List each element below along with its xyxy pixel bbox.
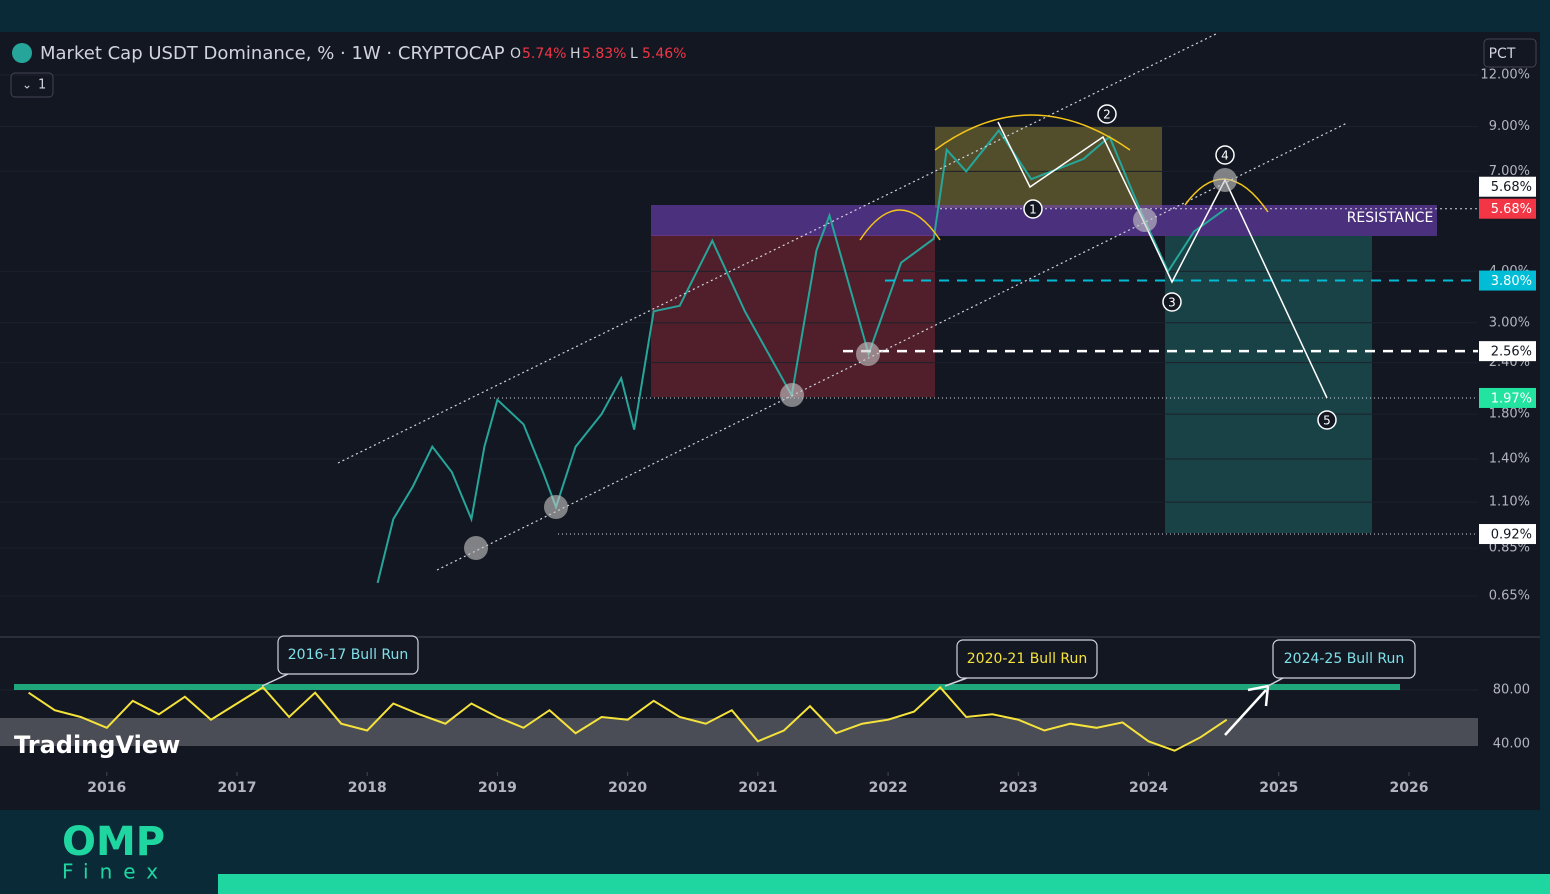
price-label: 5.68% xyxy=(1491,202,1532,217)
y-tick-label: 0.85% xyxy=(1489,541,1530,556)
callout-pointer xyxy=(1267,677,1284,687)
series-line xyxy=(376,128,1228,584)
logo: OMP xyxy=(62,819,165,865)
callout-label: 2020-21 Bull Run xyxy=(967,651,1088,667)
callout-label: 2016-17 Bull Run xyxy=(288,647,409,663)
chart-background xyxy=(0,32,1540,810)
y-tick-label: 0.65% xyxy=(1489,589,1530,604)
ohlc-value: 5.46% xyxy=(642,46,686,62)
scale-button-label: PCT xyxy=(1489,46,1516,62)
wave-label: 4 xyxy=(1221,149,1229,163)
wave-marker xyxy=(1097,104,1117,124)
y-tick-label: 7.00% xyxy=(1489,164,1530,179)
callout-pointer xyxy=(944,677,968,687)
channel-line xyxy=(436,122,1348,571)
top-box xyxy=(935,126,1162,208)
target-box xyxy=(1165,236,1372,533)
wave-marker xyxy=(1162,292,1182,312)
y-tick-label: 12.00% xyxy=(1480,68,1530,83)
y-tick-label: 9.00% xyxy=(1489,119,1530,134)
ohlc-key: O xyxy=(510,46,521,62)
wave-label: 5 xyxy=(1323,414,1331,428)
price-label: 3.80% xyxy=(1491,274,1532,289)
wave-label: 3 xyxy=(1168,296,1176,310)
last-price-label: 5.68% xyxy=(1491,180,1532,195)
resistance-label: RESISTANCE xyxy=(1347,210,1434,226)
y-tick-label: 40.00 xyxy=(1493,736,1530,751)
logo-sub: Finex xyxy=(62,860,169,884)
callout-box xyxy=(277,635,419,675)
symbol-icon xyxy=(12,43,32,63)
oscillator-band xyxy=(0,718,1478,746)
x-tick-label: 2016 xyxy=(87,780,126,796)
chevron: ⌄ xyxy=(22,78,32,92)
price-label-box xyxy=(1479,198,1536,219)
arc xyxy=(859,209,941,241)
x-tick-label: 2019 xyxy=(478,780,517,796)
price-label: 0.92% xyxy=(1491,528,1532,543)
arrow xyxy=(1224,689,1267,736)
price-label-box xyxy=(1479,341,1536,362)
price-label-box xyxy=(1479,387,1536,408)
x-tick-label: 2017 xyxy=(218,780,257,796)
resistance-band xyxy=(651,205,1437,236)
callout-label: 2024-25 Bull Run xyxy=(1284,651,1405,667)
x-tick-label: 2024 xyxy=(1129,780,1168,796)
series-line xyxy=(28,685,1228,752)
pane-badge: 1 xyxy=(38,78,46,93)
callout-pointer xyxy=(261,673,289,687)
wave-marker xyxy=(1023,199,1043,219)
price-label: 2.56% xyxy=(1491,345,1532,360)
callout-box xyxy=(1272,639,1416,679)
x-tick-label: 2022 xyxy=(869,780,908,796)
ohlc-key: H xyxy=(570,46,581,62)
wave-marker xyxy=(1215,145,1235,165)
ohlc-key: L xyxy=(630,46,638,62)
price-label-box xyxy=(1479,524,1536,545)
x-tick-label: 2026 xyxy=(1389,780,1428,796)
ohlc-value: 5.83% xyxy=(582,46,626,62)
y-tick-label: 1.10% xyxy=(1489,495,1530,510)
price-label: 1.97% xyxy=(1491,391,1532,406)
ohlc-value: 5.74% xyxy=(522,46,566,62)
x-tick-label: 2023 xyxy=(999,780,1038,796)
last-price-box xyxy=(1479,176,1536,197)
touch-points xyxy=(464,168,1237,560)
wave-label: 1 xyxy=(1029,203,1037,217)
x-tick-label: 2020 xyxy=(608,780,647,796)
x-tick-label: 2018 xyxy=(348,780,387,796)
channel-line xyxy=(337,32,1219,464)
wave-marker xyxy=(1317,410,1337,430)
x-tick-label: 2025 xyxy=(1259,780,1298,796)
footer-bar xyxy=(218,874,1550,894)
x-tick-label: 2021 xyxy=(738,780,777,796)
callout-box xyxy=(956,639,1098,679)
scale-button[interactable] xyxy=(1483,38,1537,68)
wave-label: 2 xyxy=(1103,108,1111,122)
watermark: TradingView xyxy=(14,731,180,759)
y-tick-label: 3.00% xyxy=(1489,315,1530,330)
price-label-box xyxy=(1479,270,1536,291)
range-box xyxy=(651,235,935,397)
y-tick-label: 1.40% xyxy=(1489,452,1530,467)
overbought-line xyxy=(14,684,1400,690)
y-tick-label: 1.80% xyxy=(1489,407,1530,422)
y-tick-label: 80.00 xyxy=(1493,682,1530,697)
chart-title: Market Cap USDT Dominance, % · 1W · CRYP… xyxy=(40,43,505,64)
pane-toggle[interactable] xyxy=(10,72,54,98)
arc xyxy=(934,114,1131,151)
